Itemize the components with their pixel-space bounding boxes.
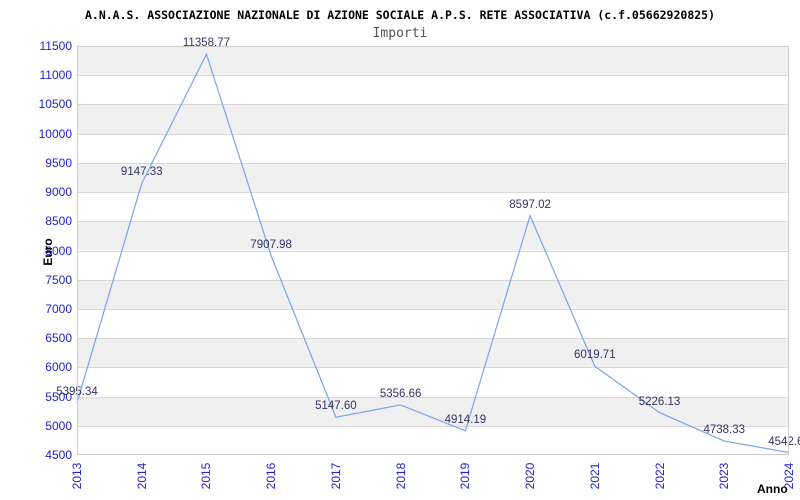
point-label: 5395.34: [56, 385, 98, 398]
x-tick-label: 2015: [199, 462, 214, 490]
y-tick-label: 4500: [45, 448, 72, 462]
background-band: [77, 338, 789, 368]
x-tick-label: 2014: [134, 462, 149, 490]
y-tick-label: 7000: [45, 301, 72, 316]
y-tick-label: 11500: [39, 39, 72, 53]
background-band: [77, 162, 789, 193]
plot-area: 5395.34 9147.33 11358.77 7907.98 5147.60 5356…: [56, 37, 800, 455]
y-tick-label: 10500: [38, 97, 72, 112]
y-tick-label: 8000: [45, 243, 72, 258]
data-line: [76, 52, 790, 454]
x-tick-label: 2017: [328, 462, 343, 490]
y-tick-label: 9000: [45, 185, 72, 200]
gridline: [77, 162, 789, 164]
gridline: [77, 396, 789, 398]
background-band: [77, 104, 789, 134]
background-band: [77, 279, 789, 309]
point-label: 6019.71: [574, 349, 616, 362]
y-tick-label: 11000: [39, 68, 72, 83]
x-tick-label: 2016: [264, 462, 279, 490]
y-tick-label: 6000: [45, 360, 72, 375]
point-label: 4738.33: [703, 424, 746, 437]
point-label: 5356.66: [379, 387, 422, 400]
point-label: 5226.13: [638, 395, 681, 408]
background-band: [77, 367, 789, 397]
y-tick-label: 6500: [45, 331, 72, 346]
chart-subtitle: Importi: [372, 26, 428, 41]
gridline: [77, 279, 789, 281]
x-tick-label: 2023: [717, 462, 732, 490]
y-tick-label: 8500: [45, 214, 72, 229]
background-band: [77, 192, 789, 222]
background-band: [77, 133, 789, 163]
y-tick-label: 10000: [38, 126, 72, 141]
x-tick-label: 2019: [458, 462, 473, 490]
background-band: [77, 308, 789, 339]
x-tick-label: 2020: [523, 462, 538, 490]
gridline: [77, 192, 789, 194]
gridline: [77, 221, 789, 223]
point-label: 9147.33: [120, 166, 163, 179]
background-band: [77, 396, 789, 426]
point-label: 11358.77: [182, 37, 231, 50]
y-tick-label: 5500: [45, 389, 72, 404]
gridline: [77, 250, 789, 252]
y-tick-label: 9500: [45, 155, 72, 170]
point-label: 5147.60: [315, 400, 357, 413]
gridline: [77, 308, 789, 310]
y-tick-label: 7500: [45, 272, 72, 287]
point-label: 4914.19: [444, 413, 487, 426]
gridline: [77, 338, 789, 340]
x-tick-label: 2021: [587, 462, 602, 490]
gridline: [77, 104, 789, 106]
gridline: [77, 425, 789, 427]
y-axis-title: Euro: [41, 238, 55, 266]
gridline: [77, 133, 789, 135]
background-band: [77, 75, 789, 105]
x-tick-label: 2022: [652, 462, 667, 490]
x-tick-label: 2018: [393, 462, 408, 490]
point-label: 8597.02: [509, 198, 551, 211]
point-label: 4542.60: [768, 435, 800, 448]
point-label: 7907.98: [250, 238, 292, 251]
y-tick-label: 5000: [45, 418, 72, 433]
background-band: [77, 221, 789, 251]
x-tick-label: 2013: [70, 462, 84, 490]
x-axis-title: Anno: [757, 482, 788, 496]
background-band: [77, 425, 789, 455]
gridline: [77, 367, 789, 369]
gridline: [77, 75, 789, 77]
chart-title: A.N.A.S. ASSOCIAZIONE NAZIONALE DI AZION…: [84, 8, 716, 22]
background-band: [77, 46, 789, 76]
background-band: [77, 250, 789, 280]
